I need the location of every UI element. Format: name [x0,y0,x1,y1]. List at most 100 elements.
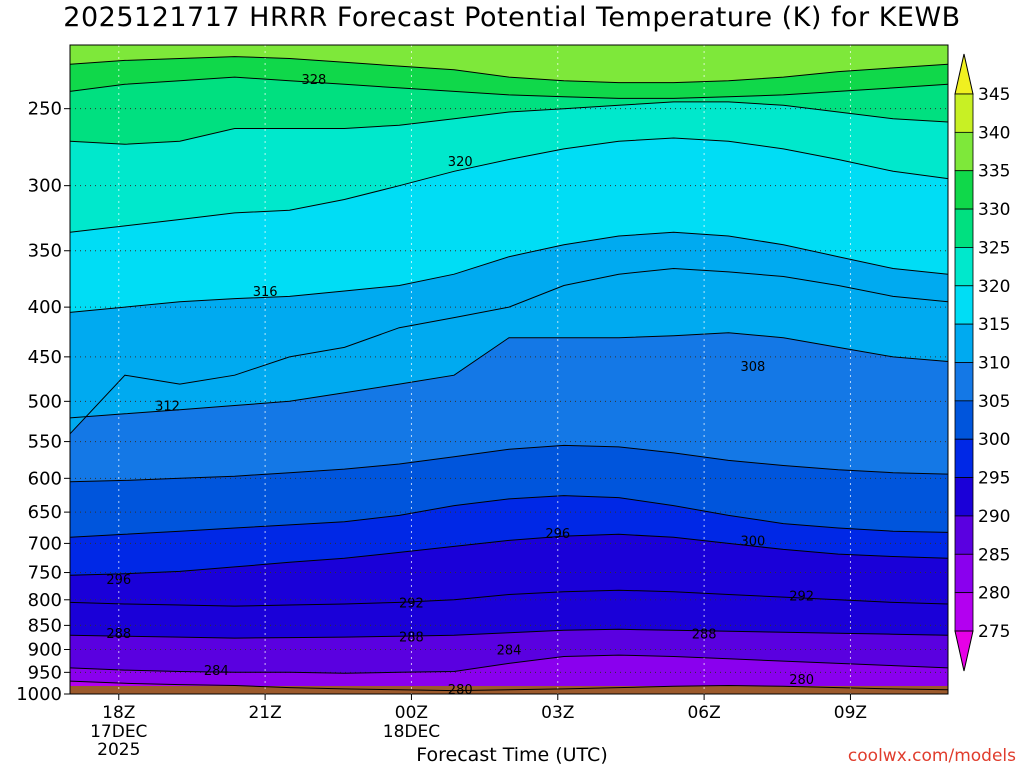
contour-labels: 328 320 316 312 308 300 296 296 292 292 288 288 288 2… [106,73,814,698]
y-tick-label: 900 [28,640,62,661]
theta-band-11 [70,101,948,233]
theta-band-10 [70,138,948,313]
x-axis-label: Forecast Time (UTC) [416,744,608,766]
theta-band-12 [70,77,948,145]
colorbar-label: 320 [978,277,1010,297]
colorbar-band [954,362,974,402]
x-tick-label: 06Z [687,703,720,723]
colorbar-label: 340 [978,123,1010,143]
y-tick-label: 750 [28,563,62,584]
colorbar-arrow-bottom [954,630,974,672]
isentrope-292 [70,589,948,607]
colorbar-band [954,131,974,172]
isentrope-332 [70,56,948,84]
y-tick-label: 250 [28,99,62,120]
isentrope-308 [70,332,948,419]
x-tick-label: 00Z [395,703,428,723]
theta-band-7 [70,332,948,482]
colorbar: 275 280 285 290 295 300 305 310 315 320 325 330 335 3… [954,53,1010,672]
theta-band-6 [70,445,948,538]
isentrope-324 [70,101,948,145]
contour-label: 280 [789,673,814,688]
isentrope-280 [70,680,948,692]
colorbar-band [954,170,974,210]
contour-label: 308 [740,360,765,375]
isentrope-284 [70,654,948,674]
x-tick-label: 03Z [541,703,574,723]
contour-label: 312 [155,400,180,415]
grid-lines [70,45,948,695]
y-tick-label: 500 [28,391,62,412]
colorbar-band [954,93,974,133]
theta-band-3 [70,590,948,639]
colorbar-band [954,400,974,440]
contour-label: 292 [789,590,814,605]
theta-band-4 [70,534,948,607]
contour-label: 328 [301,73,326,88]
y-tick-label: 1000 [16,684,62,705]
contour-label: 296 [545,527,570,542]
isentrope-304 [70,444,948,483]
colorbar-label: 335 [978,162,1010,182]
isentrope-lines [70,56,948,692]
x-tick-label: 18Z [102,703,135,723]
contour-label: 284 [204,664,229,679]
theta-fills [70,45,948,694]
y-tick-label: 600 [28,468,62,489]
y-tick-label: 450 [28,347,62,368]
y-tick-label: 550 [28,432,62,453]
y-tick-label: 300 [28,176,62,197]
colorbar-label: 345 [978,85,1010,105]
y-tick-label: 800 [28,590,62,611]
colorbar-band [954,208,974,248]
colorbar-arrow-top [954,53,974,95]
theta-band-1 [70,655,948,691]
colorbar-label: 330 [978,200,1010,220]
colorbar-band [954,477,974,517]
y-tick-label: 950 [28,662,62,683]
isentrope-296 [70,533,948,576]
plot-frame [69,44,949,695]
contour-label: 316 [253,285,278,300]
isentrope-328 [70,76,948,99]
isentrope-316 [70,231,948,313]
y-tick-label: 850 [28,615,62,636]
colorbar-band [954,438,974,478]
colorbar-label: 300 [978,430,1010,450]
colorbar-label: 315 [978,315,1010,335]
y-tick-label: 700 [28,533,62,554]
isentrope-320 [70,137,948,233]
contour-label: 284 [497,644,522,659]
credit-link[interactable]: coolwx.com/models [847,746,1016,766]
isentrope-300 [70,495,948,538]
colorbar-band [954,247,974,287]
colorbar-label: 310 [978,354,1010,374]
colorbar-label: 305 [978,392,1010,412]
colorbar-band [954,553,974,594]
colorbar-label: 280 [978,584,1010,604]
colorbar-band [954,515,974,555]
theta-band-14 [70,45,948,83]
x-tick-label: 21Z [248,703,281,723]
colorbar-label: 275 [978,622,1010,642]
x-tick-label: 09Z [834,703,867,723]
colorbar-label: 295 [978,469,1010,489]
x-tick-sublabel: 2025 [97,740,140,760]
x-tick-sublabel: 18DEC [383,722,440,742]
colorbar-band [954,323,974,363]
colorbar-label: 285 [978,545,1010,565]
isentrope-312 [70,267,948,435]
contour-label: 280 [448,683,473,698]
contour-label: 320 [448,155,473,170]
y-tick-label: 650 [28,502,62,523]
colorbar-label: 325 [978,238,1010,258]
theta-band-9 [70,232,948,434]
x-tick-sublabel: 17DEC [90,722,147,742]
chart-title: 2025121717 HRRR Forecast Potential Tempe… [63,2,961,33]
contour-label: 296 [106,573,131,588]
theta-band-2 [70,629,948,674]
contour-label: 288 [106,627,131,642]
y-axis: 250 300 350 400 450 500 550 600 650 700 750 800 850 9… [16,99,70,705]
colorbar-band [954,592,974,632]
